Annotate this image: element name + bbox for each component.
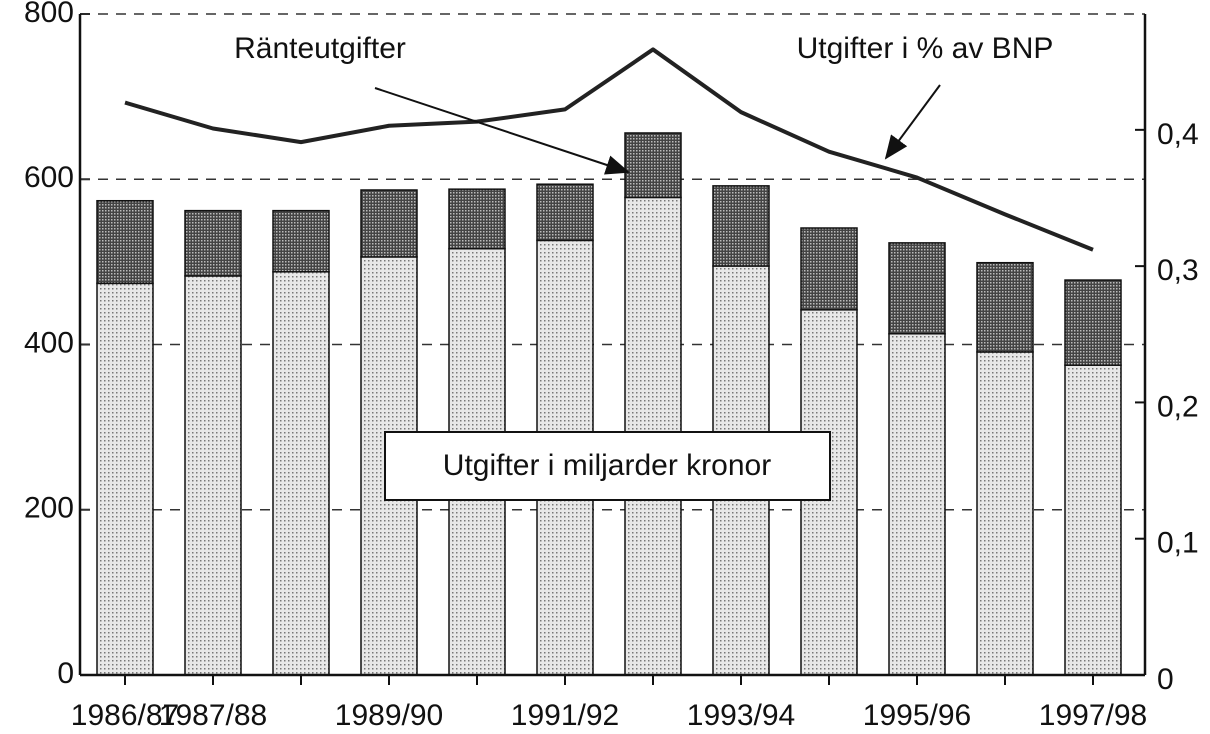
- bar-segment: [272, 209, 330, 273]
- bar-segment: [272, 271, 330, 676]
- annotation: Utgifter i miljarder kronor: [443, 449, 771, 482]
- arrow: [884, 84, 941, 160]
- bar-segment: [536, 183, 594, 242]
- bar-segment: [976, 261, 1034, 353]
- x-tick-label: 1991/92: [511, 699, 619, 732]
- y2-tick-label: 0,1: [1157, 527, 1199, 560]
- y2-tick-label: 0,4: [1157, 118, 1199, 151]
- bar-segment: [888, 333, 946, 676]
- bar-segment: [976, 351, 1034, 676]
- series-label: Ränteutgifter: [234, 32, 406, 65]
- x-tick-label: 1986/87: [71, 699, 179, 732]
- y-tick-label: 0: [57, 657, 74, 690]
- bar-segment: [184, 209, 242, 277]
- bar-segment: [96, 282, 154, 676]
- y2-tick-label: 0,2: [1157, 390, 1199, 423]
- series-label: Utgifter i % av BNP: [797, 32, 1054, 65]
- arrow: [374, 87, 630, 175]
- bar-segment: [184, 275, 242, 676]
- bar-segment: [1064, 279, 1122, 366]
- y2-tick-label: 0: [1157, 663, 1174, 696]
- x-tick-label: 1997/98: [1039, 699, 1147, 732]
- y-tick-label: 200: [24, 492, 74, 525]
- y-tick-label: 800: [24, 0, 74, 29]
- y-tick-label: 600: [24, 161, 74, 194]
- bar-segment: [712, 185, 770, 267]
- bar-segment: [448, 188, 506, 250]
- bar-segment: [624, 132, 682, 199]
- x-tick-label: 1987/88: [159, 699, 267, 732]
- bar-segment: [800, 227, 858, 311]
- x-tick-label: 1989/90: [335, 699, 443, 732]
- x-tick-label: 1993/94: [687, 699, 795, 732]
- bar-segment: [888, 242, 946, 335]
- y-tick-label: 400: [24, 326, 74, 359]
- bar-segment: [1064, 364, 1122, 676]
- bar-segment: [360, 189, 418, 258]
- annotation-box: [384, 431, 831, 501]
- x-tick-label: 1995/96: [863, 699, 971, 732]
- line: [124, 47, 1094, 252]
- bar-segment: [96, 199, 154, 285]
- y2-tick-label: 0,3: [1157, 254, 1199, 287]
- plot-area: 0 200 400 600 800 0 0,1 0,2 0,3 0,4 1986/871987/88…: [24, 0, 1199, 732]
